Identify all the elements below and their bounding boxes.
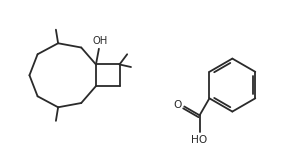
Text: HO: HO — [192, 135, 208, 145]
Text: O: O — [173, 99, 181, 110]
Text: OH: OH — [92, 36, 107, 46]
